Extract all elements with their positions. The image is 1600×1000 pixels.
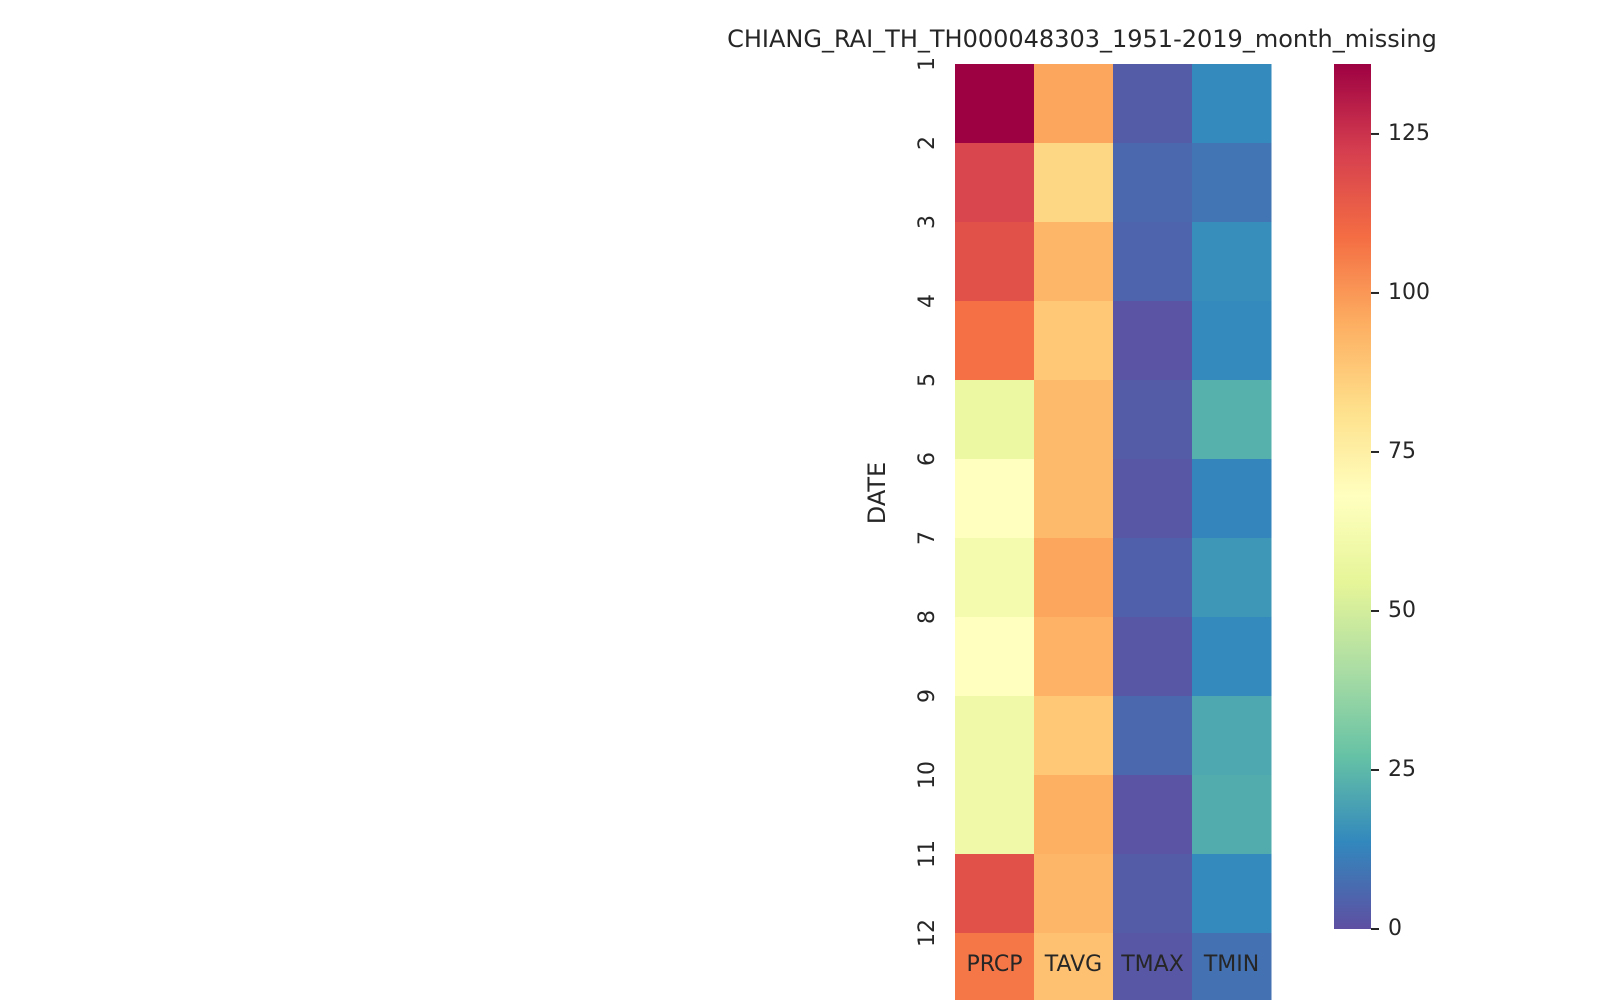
heatmap-cell <box>1192 64 1272 144</box>
heatmap-cell <box>1034 143 1114 223</box>
heatmap-cell <box>1192 775 1272 855</box>
heatmap-cell <box>1113 380 1193 460</box>
heatmap-cell <box>1113 775 1193 855</box>
colorbar-ticks: 0 25 50 75 100 125 <box>1371 121 1430 941</box>
row-tick-label: 1 <box>915 57 940 71</box>
colorbar-tick-label: 25 <box>1388 757 1416 782</box>
colorbar-tick-label: 0 <box>1388 916 1402 941</box>
heatmap-cell <box>1034 64 1114 144</box>
column-tick-label: TMAX <box>1120 952 1184 977</box>
heatmap-cell <box>1192 538 1272 618</box>
heatmap-cells <box>955 64 1272 1000</box>
heatmap-cell <box>1113 696 1193 776</box>
colorbar-tick-label: 50 <box>1388 598 1416 623</box>
heatmap-cell <box>1192 854 1272 934</box>
colorbar-tick-label: 100 <box>1388 280 1430 305</box>
column-tick-labels: PRCP TAVG TMAX TMIN <box>966 952 1259 977</box>
heatmap-cell <box>1192 143 1272 223</box>
row-tick-label: 10 <box>915 761 940 789</box>
row-tick-label: 2 <box>915 136 940 150</box>
heatmap-cell <box>1034 775 1114 855</box>
row-tick-label: 9 <box>915 689 940 703</box>
heatmap-cell <box>955 775 1035 855</box>
heatmap-cell <box>1034 854 1114 934</box>
heatmap-cell <box>1113 64 1193 144</box>
heatmap-cell <box>955 143 1035 223</box>
heatmap-cell <box>955 617 1035 697</box>
row-tick-label: 12 <box>915 919 940 947</box>
heatmap-cell <box>1034 617 1114 697</box>
heatmap-cell <box>1113 538 1193 618</box>
heatmap-cell <box>1192 380 1272 460</box>
row-tick-label: 3 <box>915 215 940 229</box>
heatmap-cell <box>1113 617 1193 697</box>
heatmap-cell <box>955 380 1035 460</box>
colorbar-tick-label: 125 <box>1388 121 1430 146</box>
heatmap-cell <box>1113 301 1193 381</box>
row-tick-label: 6 <box>915 452 940 466</box>
heatmap-cell <box>1034 301 1114 381</box>
row-tick-label: 7 <box>915 531 940 545</box>
heatmap-cell <box>1192 933 1272 1000</box>
row-tick-label: 4 <box>915 294 940 308</box>
heatmap-cell <box>1034 696 1114 776</box>
row-tick-label: 5 <box>915 373 940 387</box>
heatmap-cell <box>1034 380 1114 460</box>
heatmap-cell <box>955 696 1035 776</box>
chart-title: CHIANG_RAI_TH_TH000048303_1951-2019_mont… <box>727 25 1437 53</box>
heatmap-cell <box>955 538 1035 618</box>
heatmap-cell <box>955 222 1035 302</box>
column-tick-label: TAVG <box>1044 952 1102 977</box>
heatmap-cell <box>1113 459 1193 539</box>
heatmap-cell <box>1113 854 1193 934</box>
heatmap-cell <box>1113 222 1193 302</box>
y-axis-label: DATE <box>863 462 891 524</box>
row-tick-label: 8 <box>915 610 940 624</box>
column-tick-label: TMIN <box>1203 952 1259 977</box>
colorbar-tick-label: 75 <box>1388 439 1416 464</box>
heatmap-cell <box>1192 301 1272 381</box>
row-tick-label: 11 <box>915 840 940 868</box>
heatmap-cell <box>955 459 1035 539</box>
heatmap-cell <box>955 64 1035 144</box>
column-tick-label: PRCP <box>966 952 1022 977</box>
heatmap-cell <box>955 933 1035 1000</box>
heatmap-cell <box>1192 222 1272 302</box>
heatmap-cell <box>1192 696 1272 776</box>
heatmap-cell <box>1034 222 1114 302</box>
heatmap-cell <box>1192 459 1272 539</box>
heatmap-cell <box>1192 617 1272 697</box>
colorbar <box>1334 64 1371 929</box>
heatmap-cell <box>955 301 1035 381</box>
heatmap-cell <box>955 854 1035 934</box>
heatmap-cell <box>1113 143 1193 223</box>
heatmap-cell <box>1113 933 1193 1000</box>
heatmap-cell <box>1034 538 1114 618</box>
heatmap-cell <box>1034 933 1114 1000</box>
heatmap-cell <box>1034 459 1114 539</box>
